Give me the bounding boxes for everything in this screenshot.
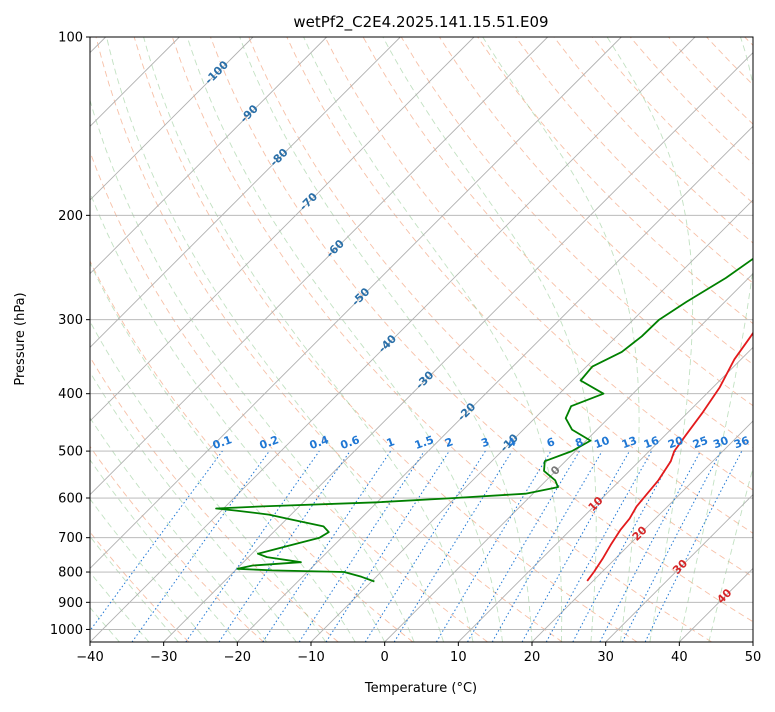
chart-title: wetPf2_C2E4.2025.141.15.51.E09 xyxy=(293,13,548,32)
x-axis-label: Temperature (°C) xyxy=(364,681,477,696)
x-tick-label: 40 xyxy=(671,650,688,665)
y-tick-label: 100 xyxy=(58,31,83,46)
x-tick-label: 50 xyxy=(745,650,762,665)
x-tick-label: −30 xyxy=(150,650,177,665)
x-tick-label: −10 xyxy=(297,650,324,665)
y-tick-label: 500 xyxy=(58,445,83,460)
x-tick-label: 20 xyxy=(524,650,541,665)
x-tick-label: 30 xyxy=(597,650,614,665)
x-tick-label: 10 xyxy=(450,650,467,665)
y-tick-label: 400 xyxy=(58,387,83,402)
y-tick-label: 300 xyxy=(58,313,83,328)
y-axis-label: Pressure (hPa) xyxy=(13,292,28,385)
y-tick-label: 900 xyxy=(58,596,83,611)
y-tick-label: 600 xyxy=(58,492,83,507)
y-tick-label: 1000 xyxy=(50,623,83,638)
x-tick-label: 0 xyxy=(381,650,389,665)
y-tick-label: 800 xyxy=(58,566,83,581)
x-tick-label: −40 xyxy=(76,650,103,665)
y-tick-label: 700 xyxy=(58,531,83,546)
x-tick-label: −20 xyxy=(224,650,251,665)
y-tick-label: 200 xyxy=(58,209,83,224)
